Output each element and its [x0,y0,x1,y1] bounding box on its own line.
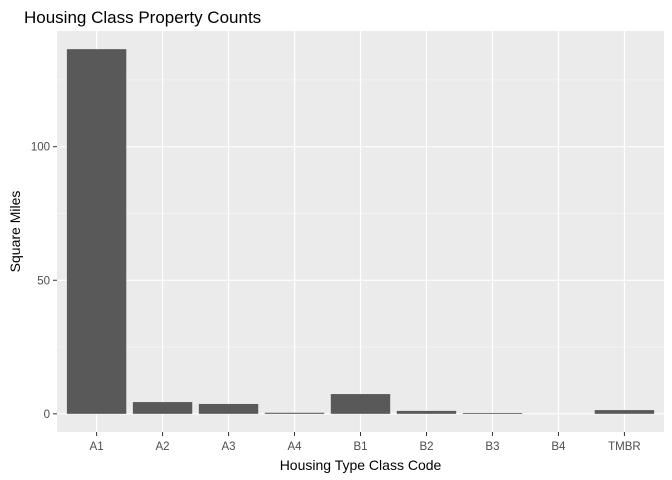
x-tick-label: A1 [90,441,104,453]
x-tick-label: B4 [551,441,566,453]
bar-tmbr [594,410,655,414]
x-tick-label: TMBR [608,441,641,453]
x-tick-label: B3 [485,441,499,453]
y-tick-label: 50 [37,275,50,287]
x-tick-label: B1 [353,441,367,453]
y-axis-title: Square Miles [7,191,23,273]
bar-a1 [66,49,127,414]
y-axis: 0 50 100 [31,142,57,421]
x-axis-title: Housing Type Class Code [280,457,442,473]
y-tick-label: 0 [44,409,50,421]
y-tick-label: 100 [31,142,50,154]
x-tick-label: B2 [419,441,433,453]
x-tick-label: A3 [222,441,236,453]
x-tick-label: A4 [287,441,302,453]
bar-b1 [330,394,391,414]
bar-b3 [462,413,523,414]
bars [66,49,655,414]
chart-title: Housing Class Property Counts [24,8,261,27]
x-tick-label: A2 [156,441,170,453]
bar-a4 [264,412,325,414]
major-gridlines [57,31,664,432]
bar-a2 [132,402,193,414]
bar-b2 [396,410,457,414]
bar-a3 [198,403,259,414]
x-axis: A1 A2 A3 A4 B1 B2 B3 B4 TMBR [90,432,641,453]
